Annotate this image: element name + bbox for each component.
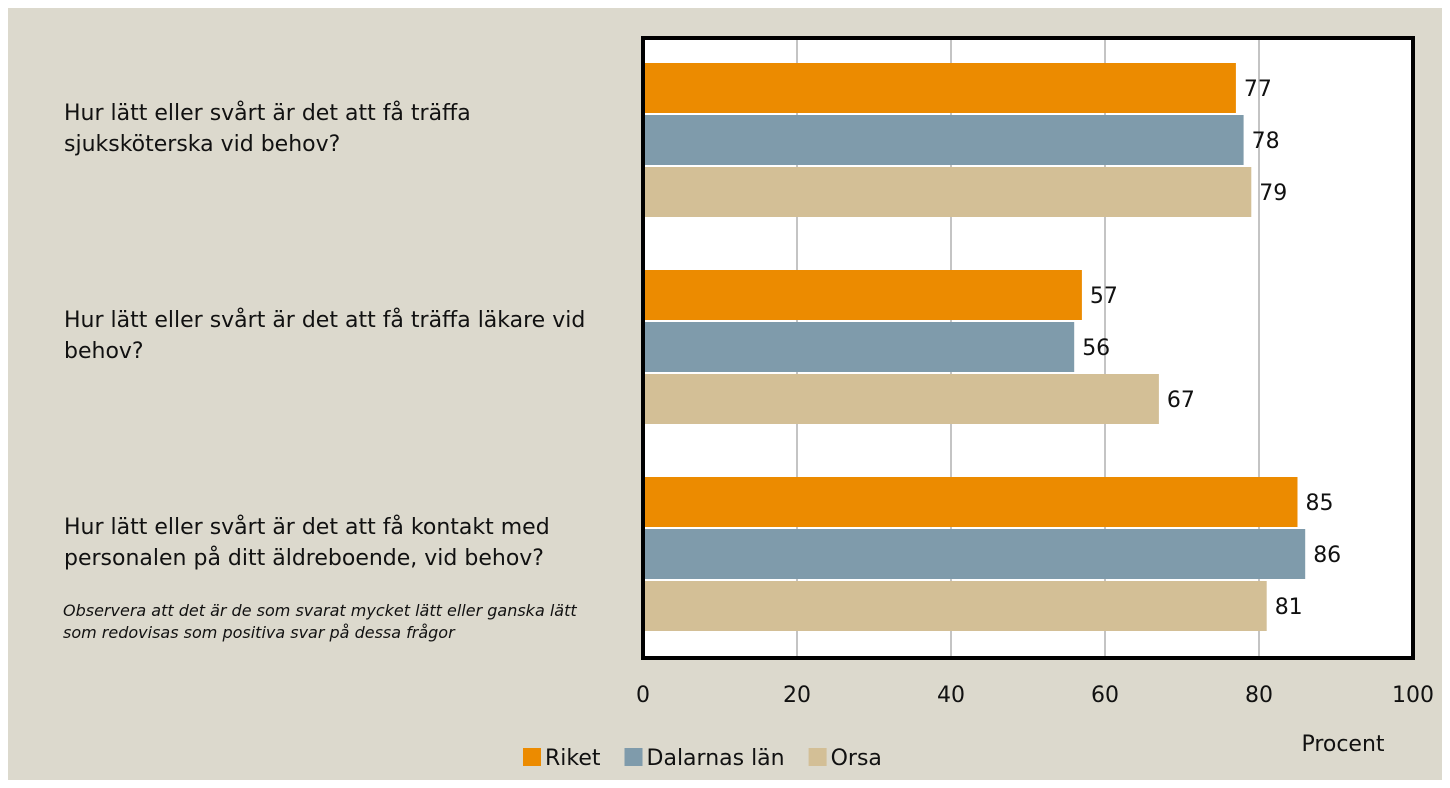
value-label: 86: [1313, 543, 1341, 568]
x-tick-label: 40: [937, 683, 965, 708]
x-tick-label: 100: [1392, 683, 1434, 708]
legend-label: Orsa: [831, 746, 882, 771]
legend-swatch: [624, 748, 643, 766]
category-label: Hur lätt eller svårt är det att få träff…: [64, 308, 586, 364]
value-label: 81: [1275, 595, 1303, 620]
legend-label: Dalarnas län: [647, 746, 785, 771]
value-label: 56: [1082, 336, 1110, 361]
x-tick-label: 60: [1091, 683, 1119, 708]
bar: [643, 167, 1252, 217]
value-label: 79: [1259, 181, 1287, 206]
category-label: Hur lätt eller svårt är det att få konta…: [64, 515, 550, 571]
value-label: 77: [1244, 77, 1272, 102]
chart-panel: 0 20 40 60 80 100 77 78 79 57 56 67 85 86 81 Procent Rik…: [8, 8, 1442, 780]
bar: [643, 63, 1236, 113]
plot-border: [641, 36, 1415, 660]
bar: [643, 115, 1244, 165]
x-tick-label: 80: [1245, 683, 1273, 708]
bar: [643, 581, 1267, 631]
x-tick-label: 20: [783, 683, 811, 708]
bar: [643, 270, 1082, 320]
chart: 0 20 40 60 80 100 77 78 79 57 56 67 85 86 81 Procent Rik…: [523, 36, 1434, 771]
x-axis-label: Procent: [1301, 732, 1384, 757]
note: Observera att det är de som svarat mycke…: [63, 601, 577, 642]
value-label: 78: [1252, 129, 1280, 154]
bar: [643, 477, 1298, 527]
value-label: 85: [1306, 491, 1334, 516]
category-label: Hur lätt eller svårt är det att få träff…: [64, 101, 471, 157]
value-label: 57: [1090, 284, 1118, 309]
bar: [643, 529, 1306, 579]
legend-label: Riket: [545, 746, 601, 771]
bar: [643, 322, 1075, 372]
legend-swatch: [523, 748, 541, 766]
bar: [643, 374, 1159, 424]
value-label: 67: [1167, 388, 1195, 413]
x-tick-label: 0: [636, 683, 650, 708]
legend-swatch: [808, 748, 827, 766]
